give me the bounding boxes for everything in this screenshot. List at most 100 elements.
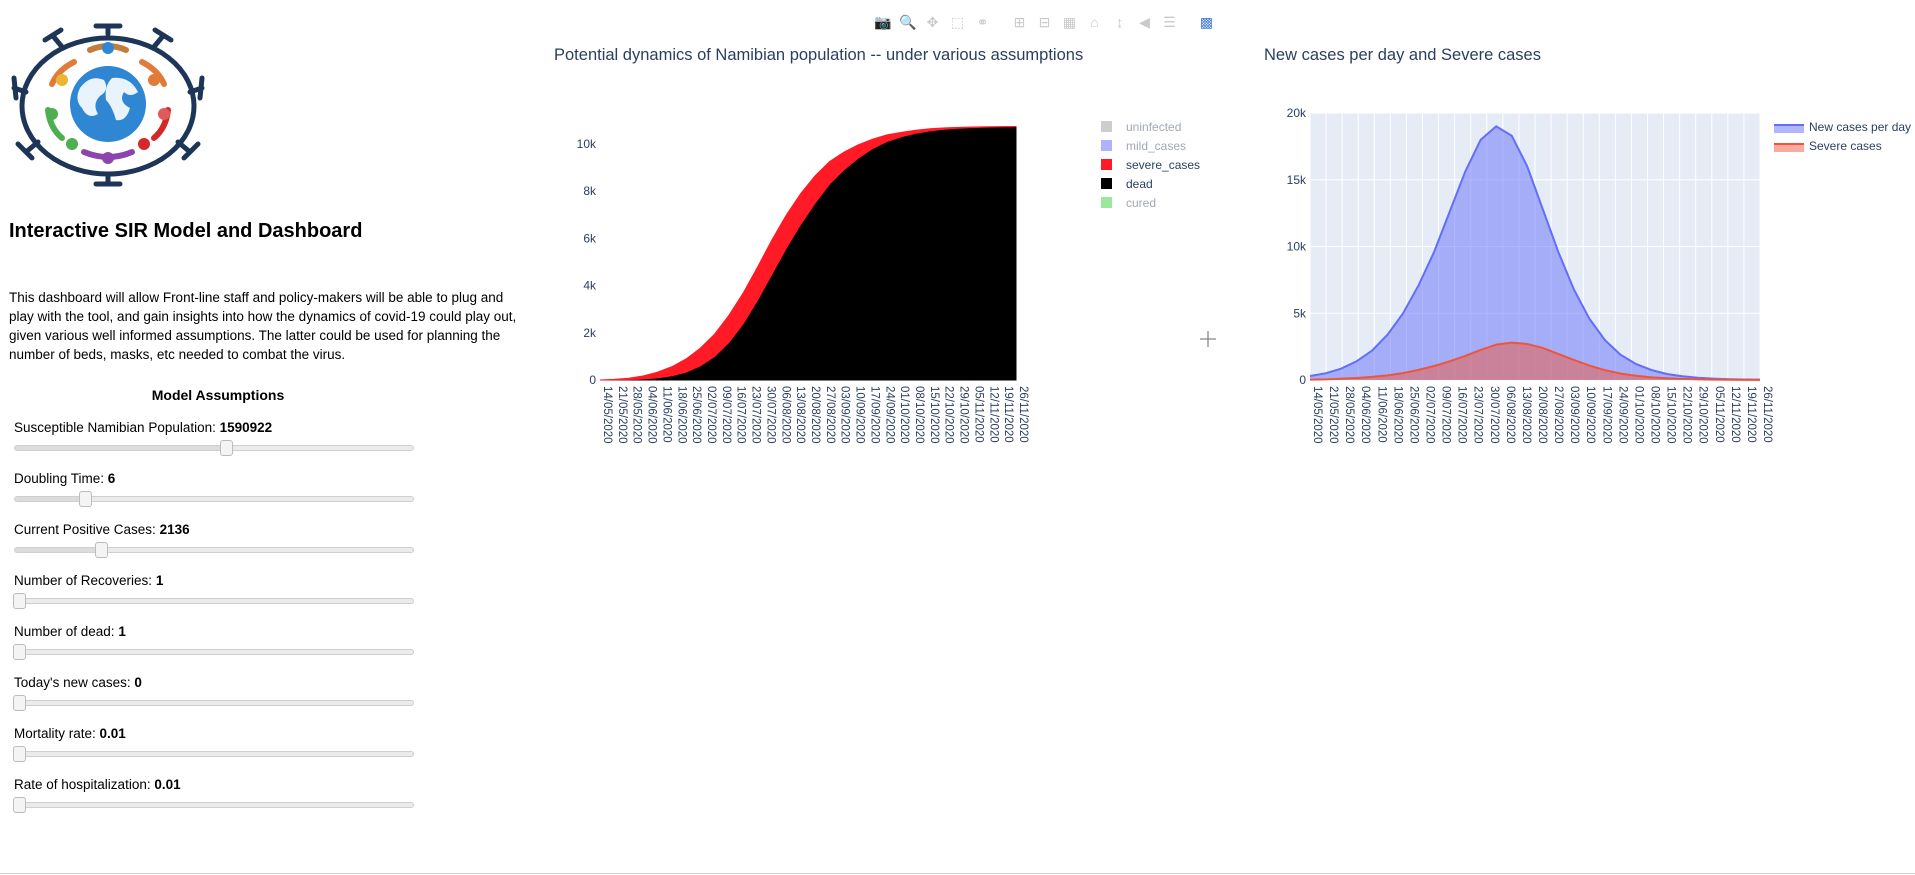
x-tick-label: 25/06/2020 [690, 386, 702, 444]
assumption-slider: Doubling Time: 6 [14, 471, 414, 511]
plot-toolbar: 📷 🔍 ✥ ⬚ ⚭ ⊞ ⊟ ▦ ⌂ ↨ ◀ ☰ ▩ [874, 14, 1215, 34]
x-tick-label: 23/07/2020 [1472, 386, 1484, 444]
slider-handle[interactable] [78, 491, 92, 507]
legend-item[interactable]: cured [1101, 196, 1156, 210]
legend-swatch [1101, 159, 1112, 170]
new-cases-chart[interactable]: 0 5k 10k 15k 20k 14/05/2020 21/05/2020 28/05/20… [1260, 90, 1915, 470]
x-tick-label: 21/05/2020 [616, 386, 628, 444]
pan-icon[interactable]: ✥ [926, 14, 939, 30]
camera-icon[interactable]: 📷 [874, 14, 892, 30]
assumption-slider: Number of Recoveries: 1 [13, 573, 414, 613]
slider-label: Number of dead: 1 [14, 624, 414, 639]
slider-value: 2136 [159, 522, 190, 537]
slider-label-text: Today's new cases: [14, 675, 135, 690]
slider-track[interactable] [14, 491, 414, 507]
autoscale-icon[interactable]: ▦ [1062, 14, 1077, 30]
legend-label: severe_cases [1126, 158, 1200, 172]
y-tick-label: 10k [1287, 240, 1307, 254]
slider-handle[interactable] [219, 440, 233, 456]
legend-swatch [1101, 178, 1112, 189]
slider-track[interactable] [13, 593, 414, 609]
x-tick-label: 24/09/2020 [883, 386, 895, 444]
assumption-slider: Susceptible Namibian Population: 1590922 [14, 420, 414, 460]
y-tick-label: 10k [577, 137, 597, 151]
y-tick-label: 0 [589, 373, 596, 387]
series-area-New-cases-per-day [1310, 126, 1760, 380]
slider-fill [15, 497, 85, 501]
slider-value: 6 [107, 471, 116, 486]
x-tick-label: 27/08/2020 [1552, 386, 1564, 444]
zoom-in-icon[interactable]: ⊞ [1013, 14, 1026, 30]
x-tick-label: 26/11/2020 [1017, 386, 1029, 443]
x-tick-label: 14/05/2020 [601, 386, 613, 444]
legend-label: New cases per day [1809, 120, 1911, 134]
assumption-slider: Rate of hospitalization: 0.01 [13, 777, 414, 817]
slider-label-text: Rate of hospitalization: [14, 777, 155, 792]
slider-track[interactable] [13, 797, 414, 813]
hover-compare-icon[interactable]: ☰ [1163, 14, 1176, 30]
legend-item[interactable]: mild_cases [1101, 139, 1186, 153]
slider-handle[interactable] [13, 593, 26, 609]
x-tick-label: 16/07/2020 [1456, 386, 1468, 444]
legend-item[interactable]: New cases per day [1774, 120, 1911, 134]
x-tick-label: 06/08/2020 [1504, 386, 1516, 444]
zoom-icon[interactable]: 🔍 [899, 14, 917, 30]
legend-item[interactable]: dead [1101, 177, 1153, 191]
x-tick-label: 13/08/2020 [1520, 386, 1532, 444]
spike-lines-icon[interactable]: ↨ [1116, 14, 1123, 30]
slider-handle[interactable] [13, 797, 26, 813]
slider-handle[interactable] [13, 644, 26, 660]
chart1-title: Potential dynamics of Namibian populatio… [554, 46, 1084, 64]
series-area-dead [599, 126, 1017, 381]
slider-handle[interactable] [94, 542, 108, 558]
slider-track[interactable] [13, 695, 414, 711]
assumption-slider: Today's new cases: 0 [13, 675, 414, 715]
slider-handle[interactable] [13, 695, 26, 711]
x-tick-label: 28/05/2020 [1343, 386, 1355, 444]
box-select-icon[interactable]: ⬚ [950, 14, 965, 30]
x-tick-label: 23/07/2020 [750, 386, 762, 444]
legend-label: dead [1126, 177, 1153, 191]
x-tick-label: 17/09/2020 [868, 386, 880, 444]
home-icon[interactable]: ⌂ [1090, 14, 1099, 30]
lasso-icon[interactable]: ⚭ [976, 14, 989, 30]
x-tick-label: 24/09/2020 [1616, 386, 1628, 444]
y-tick-label: 20k [1287, 106, 1307, 120]
x-tick-label: 05/11/2020 [1713, 386, 1725, 443]
legend-label: cured [1126, 196, 1156, 210]
slider-label: Today's new cases: 0 [14, 675, 414, 690]
x-tick-label: 30/07/2020 [1488, 386, 1500, 444]
series-line-New-cases-per-day [1309, 125, 1761, 381]
slider-track[interactable] [14, 542, 414, 558]
logo-icon [11, 23, 205, 187]
x-tick-label: 03/09/2020 [839, 386, 851, 444]
chart2-title: New cases per day and Severe cases [1264, 46, 1541, 64]
series-area-severe_cases [599, 126, 1017, 381]
x-tick-label: 12/11/2020 [1729, 386, 1741, 443]
slider-handle[interactable] [13, 746, 26, 762]
series-area-Severe-cases [1310, 342, 1760, 380]
zoom-out-icon[interactable]: ⊟ [1038, 14, 1051, 30]
legend-item[interactable]: severe_cases [1101, 158, 1200, 172]
slider-label: Doubling Time: 6 [14, 471, 414, 486]
x-tick-label: 14/05/2020 [1311, 386, 1323, 444]
series-line-Severe-cases [1309, 341, 1761, 381]
legend-swatch [1101, 121, 1112, 132]
plotly-logo-icon[interactable]: ▩ [1199, 14, 1214, 30]
y-tick-label: 15k [1287, 173, 1307, 187]
x-tick-label: 09/07/2020 [720, 386, 732, 444]
slider-track[interactable] [13, 644, 414, 660]
slider-track[interactable] [14, 440, 414, 456]
slider-value: 0 [134, 675, 142, 690]
x-tick-label: 11/06/2020 [1375, 386, 1387, 443]
population-dynamics-chart[interactable]: 0 2k 4k 6k 8k 10k 14/05/2020 21/05/2020 28/05/20… [560, 90, 1220, 470]
legend-swatch [1774, 125, 1804, 133]
legend-item[interactable]: Severe cases [1774, 139, 1882, 153]
x-tick-label: 06/08/2020 [779, 386, 791, 444]
app-description: This dashboard will allow Front-line sta… [9, 290, 517, 362]
x-tick-label: 02/07/2020 [705, 386, 717, 444]
hover-closest-icon[interactable]: ◀ [1139, 14, 1150, 30]
slider-track[interactable] [13, 746, 414, 762]
legend-item[interactable]: uninfected [1101, 120, 1181, 134]
x-tick-label: 28/05/2020 [631, 386, 643, 444]
